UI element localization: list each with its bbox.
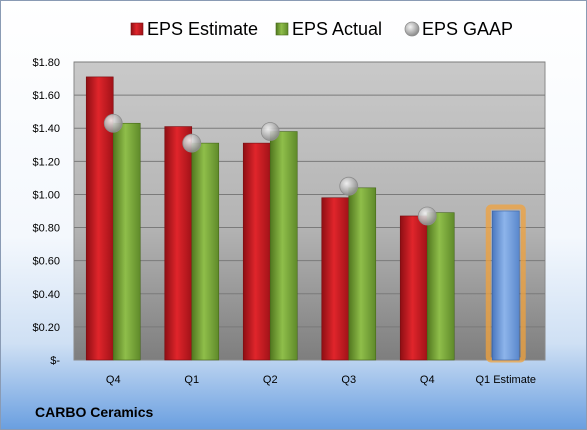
x-tick-label: Q2 [263,374,278,386]
marker-eps-gaap [260,122,280,141]
bar-eps-actual [348,187,377,361]
marker-eps-gaap [417,206,437,226]
y-tick-label: $1.00 [32,189,60,201]
y-tick-label: $1.60 [32,90,60,102]
x-tick-label: Q1 Estimate [475,374,536,386]
bar-eps-estimate [399,215,428,361]
bar-eps-actual [191,142,220,361]
legend-eps-actual-swatch [275,22,289,36]
plot-area [73,61,546,361]
x-tick-label: Q3 [341,374,356,386]
y-tick-label: $1.40 [32,123,60,135]
legend-eps-estimate-label: EPS Estimate [147,19,258,39]
y-tick-label: $- [50,355,60,367]
company-name: CARBO Ceramics [35,404,154,420]
marker-eps-gaap [103,113,123,133]
y-tick-label: $0.60 [32,256,60,268]
y-tick-label: $0.40 [32,289,60,301]
x-tick-label: Q4 [420,374,435,386]
bar-eps-actual [426,212,455,361]
x-tick-label: Q1 [184,374,199,386]
marker-eps-gaap [339,176,359,196]
bar-eps-estimate [242,142,271,361]
legend-eps-actual-label: EPS Actual [292,19,382,39]
bar-eps-actual [112,122,141,361]
bar-eps-actual [269,131,298,361]
bar-eps-estimate [321,197,350,361]
y-tick-label: $1.20 [32,156,60,168]
x-tick-label: Q4 [106,374,121,386]
bar-eps-estimate [164,126,193,361]
y-tick-label: $0.20 [32,322,60,334]
y-tick-label: $1.80 [32,57,60,69]
legend-eps-estimate-swatch [130,22,144,36]
y-tick-label: $0.80 [32,223,60,235]
legend-eps-gaap-swatch [404,21,420,37]
marker-eps-gaap [182,133,202,153]
legend-eps-gaap-label: EPS GAAP [422,19,513,39]
bar-eps-forecast [491,210,520,361]
